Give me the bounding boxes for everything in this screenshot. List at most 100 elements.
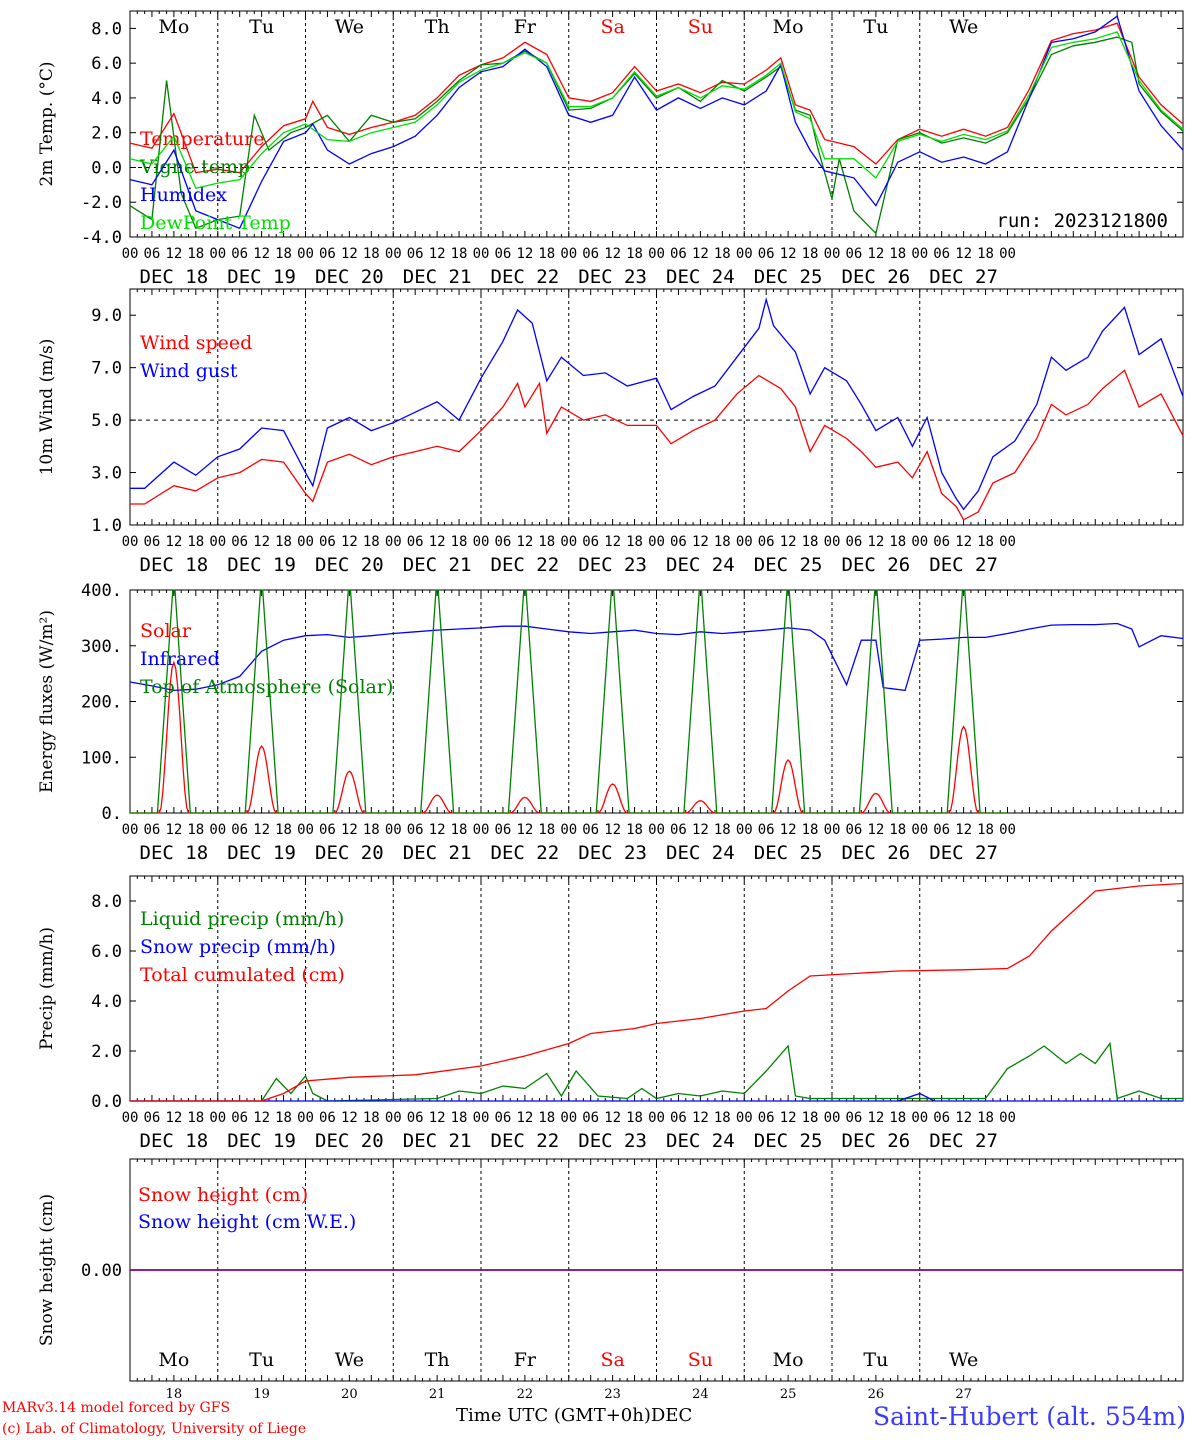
hour-tick-label: 12 bbox=[165, 1110, 182, 1126]
y-tick-label: -2.0 bbox=[81, 193, 122, 213]
day-name-label: Mo bbox=[158, 16, 189, 38]
day-name-label: Th bbox=[425, 16, 450, 38]
hour-tick-label: 06 bbox=[144, 534, 161, 550]
series-line bbox=[130, 882, 1184, 1102]
day-number-label: 26 bbox=[868, 1387, 885, 1402]
series-line bbox=[130, 1092, 1183, 1102]
hour-tick-label: 12 bbox=[692, 1110, 709, 1126]
date-label: DEC 18 bbox=[140, 554, 209, 576]
y-tick-label: 6.0 bbox=[91, 942, 122, 962]
hour-tick-label: 12 bbox=[780, 534, 797, 550]
footer-model-text: MARv3.14 model forced by GFS bbox=[2, 1400, 231, 1416]
day-name-label: We bbox=[949, 16, 978, 38]
y-tick-label: 7.0 bbox=[91, 359, 122, 379]
day-name-label: Mo bbox=[158, 1349, 189, 1371]
day-name-label: We bbox=[335, 1349, 364, 1371]
hour-tick-label: 12 bbox=[253, 246, 270, 262]
hour-tick-label: 18 bbox=[626, 534, 643, 550]
x-axis-title: Time UTC (GMT+0h)DEC bbox=[456, 1405, 692, 1426]
day-name-label: Tu bbox=[863, 1349, 888, 1371]
hour-tick-label: 12 bbox=[165, 822, 182, 838]
hour-tick-label: 12 bbox=[341, 822, 358, 838]
legend-entry: DewPoint Temp bbox=[140, 212, 291, 234]
date-label: DEC 18 bbox=[140, 1130, 209, 1152]
hour-tick-label: 18 bbox=[363, 822, 380, 838]
legend-entry: Snow precip (mm/h) bbox=[140, 936, 336, 958]
hour-tick-label: 06 bbox=[758, 1110, 775, 1126]
hour-tick-label: 00 bbox=[297, 534, 314, 550]
hour-tick-label: 12 bbox=[867, 246, 884, 262]
hour-tick-label: 18 bbox=[275, 534, 292, 550]
x-axis-month: DEC bbox=[650, 1405, 693, 1426]
legend-entry: Solar bbox=[140, 620, 192, 642]
hour-tick-label: 00 bbox=[209, 534, 226, 550]
hour-tick-label: 00 bbox=[999, 1110, 1016, 1126]
y-tick-label: 9.0 bbox=[91, 306, 122, 326]
hour-tick-label: 18 bbox=[451, 1110, 468, 1126]
day-number-label: 24 bbox=[692, 1387, 709, 1402]
hour-tick-label: 12 bbox=[955, 1110, 972, 1126]
series-line bbox=[130, 296, 1184, 511]
date-label: DEC 21 bbox=[403, 266, 472, 288]
day-name-label: Mo bbox=[773, 16, 804, 38]
date-label: DEC 19 bbox=[227, 1130, 296, 1152]
y-axis-label: 10m Wind (m/s) bbox=[37, 339, 57, 476]
hour-tick-label: 12 bbox=[604, 1110, 621, 1126]
hour-tick-label: 00 bbox=[911, 822, 928, 838]
hour-tick-label: 12 bbox=[955, 822, 972, 838]
y-axis-label: Snow height (cm) bbox=[37, 1194, 57, 1346]
hour-tick-label: 06 bbox=[319, 822, 336, 838]
hour-tick-label: 06 bbox=[670, 822, 687, 838]
y-tick-label: 0.0 bbox=[91, 1092, 122, 1112]
hour-tick-label: 06 bbox=[231, 1110, 248, 1126]
date-label: DEC 27 bbox=[929, 842, 998, 864]
hour-tick-label: 06 bbox=[319, 534, 336, 550]
y-tick-label: 100. bbox=[81, 748, 122, 768]
date-label: DEC 19 bbox=[227, 842, 296, 864]
hour-tick-label: 06 bbox=[933, 534, 950, 550]
day-number-label: 18 bbox=[166, 1387, 183, 1402]
hour-tick-label: 18 bbox=[626, 1110, 643, 1126]
day-number-label: 22 bbox=[517, 1387, 534, 1402]
hour-tick-label: 00 bbox=[122, 1110, 139, 1126]
hour-tick-label: 12 bbox=[867, 822, 884, 838]
date-label: DEC 25 bbox=[754, 266, 823, 288]
y-tick-label: 8.0 bbox=[91, 892, 122, 912]
hour-tick-label: 12 bbox=[780, 822, 797, 838]
hour-tick-label: 12 bbox=[955, 246, 972, 262]
hour-tick-label: 06 bbox=[758, 534, 775, 550]
day-name-label: Tu bbox=[249, 16, 274, 38]
hour-tick-label: 18 bbox=[275, 822, 292, 838]
date-label: DEC 21 bbox=[403, 554, 472, 576]
series-line bbox=[129, 31, 1184, 190]
day-number-label: 25 bbox=[780, 1387, 797, 1402]
hour-tick-label: 18 bbox=[275, 246, 292, 262]
legend-entry: Liquid precip (mm/h) bbox=[140, 908, 344, 930]
day-number-label: 27 bbox=[955, 1387, 972, 1402]
day-name-label: Su bbox=[688, 16, 713, 38]
legend-entry: Snow height (cm W.E.) bbox=[138, 1211, 356, 1233]
hour-tick-label: 00 bbox=[824, 1110, 841, 1126]
hour-tick-label: 00 bbox=[385, 822, 402, 838]
hour-tick-label: 18 bbox=[714, 1110, 731, 1126]
legend-entry: Snow height (cm) bbox=[138, 1184, 308, 1206]
hour-tick-label: 06 bbox=[407, 246, 424, 262]
date-label: DEC 26 bbox=[842, 266, 911, 288]
hour-tick-label: 00 bbox=[648, 534, 665, 550]
hour-tick-label: 00 bbox=[209, 822, 226, 838]
legend-entry: Wind speed bbox=[140, 332, 252, 354]
hour-tick-label: 06 bbox=[407, 822, 424, 838]
day-name-label: Su bbox=[688, 1349, 713, 1371]
hour-tick-label: 00 bbox=[297, 822, 314, 838]
panel-frame bbox=[129, 589, 1184, 814]
date-label: DEC 22 bbox=[491, 266, 560, 288]
date-label: DEC 20 bbox=[315, 554, 384, 576]
day-name-label: Tu bbox=[249, 1349, 274, 1371]
hour-tick-label: 00 bbox=[385, 246, 402, 262]
hour-tick-label: 00 bbox=[736, 1110, 753, 1126]
hour-tick-label: 00 bbox=[648, 1110, 665, 1126]
hour-tick-label: 12 bbox=[429, 822, 446, 838]
hour-tick-label: 12 bbox=[253, 1110, 270, 1126]
hour-tick-label: 18 bbox=[626, 246, 643, 262]
hour-tick-label: 06 bbox=[407, 534, 424, 550]
